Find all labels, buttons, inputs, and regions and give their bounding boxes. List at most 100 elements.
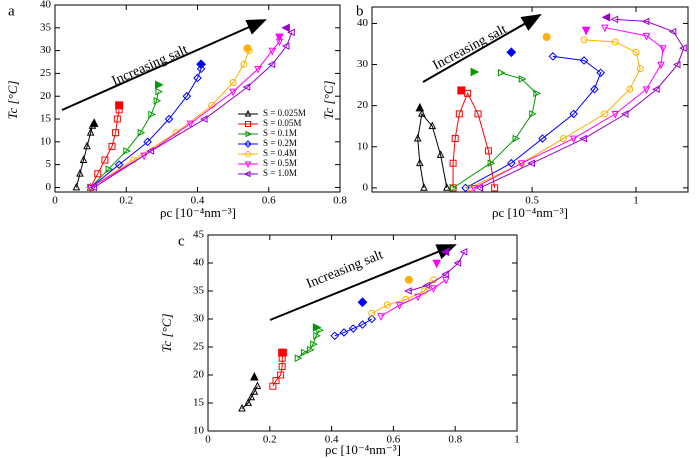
legend-label: S = 0.4M xyxy=(263,148,297,158)
y-axis-label: Tc [°C] xyxy=(159,313,174,352)
data-point xyxy=(422,281,431,290)
data-point xyxy=(517,160,526,168)
y-tick-label: 30 xyxy=(357,58,369,70)
legend-label: S = 0.5M xyxy=(263,158,297,168)
data-point xyxy=(268,47,277,56)
data-point xyxy=(610,15,619,24)
data-point xyxy=(466,184,474,192)
data-point xyxy=(642,86,651,94)
data-point xyxy=(611,38,619,46)
data-point xyxy=(506,158,516,168)
data-point xyxy=(229,88,237,97)
y-tick-label: 30 xyxy=(40,44,52,56)
data-point xyxy=(307,345,315,354)
data-point xyxy=(579,56,589,65)
data-point xyxy=(278,363,286,371)
data-point xyxy=(497,68,506,77)
data-point xyxy=(86,127,95,136)
data-point xyxy=(238,403,246,412)
data-point xyxy=(367,314,377,324)
data-point xyxy=(330,331,339,341)
y-tick-label: 0 xyxy=(363,181,369,193)
series-line xyxy=(452,72,537,189)
legend-marker xyxy=(244,109,252,117)
y-tick-label: 15 xyxy=(193,397,205,409)
legend-label: S = 1.0M xyxy=(263,168,297,178)
data-point xyxy=(487,159,496,168)
annotation-arrow xyxy=(422,14,542,83)
legend-marker xyxy=(245,151,251,157)
data-point xyxy=(475,184,484,192)
x-tick-label: 0.8 xyxy=(333,195,347,207)
data-point xyxy=(108,142,116,150)
legend-marker xyxy=(244,140,252,148)
annotation-arrow xyxy=(269,244,457,321)
y-tick-label: 5 xyxy=(46,158,52,170)
data-point xyxy=(436,150,445,158)
data-point xyxy=(229,79,237,87)
critical-point xyxy=(250,371,259,381)
data-point xyxy=(418,109,426,117)
y-tick-label: 25 xyxy=(40,67,52,79)
data-point xyxy=(579,134,587,143)
data-point xyxy=(76,169,84,177)
data-point xyxy=(348,324,358,333)
x-axis-label: ρc [10⁻⁴nm⁻³] xyxy=(325,442,401,457)
critical-point xyxy=(243,44,252,53)
data-point xyxy=(484,147,492,155)
data-point xyxy=(148,110,156,119)
data-point xyxy=(569,135,578,144)
data-point xyxy=(193,73,202,83)
data-point xyxy=(383,301,391,309)
data-point xyxy=(247,392,256,401)
x-tick-label: 0.4 xyxy=(325,434,339,446)
data-point xyxy=(441,270,449,279)
data-point xyxy=(420,183,428,191)
series-line xyxy=(93,32,293,188)
legend-label: S = 0.05M xyxy=(263,118,301,128)
series-line xyxy=(90,109,120,188)
data-point xyxy=(240,60,248,68)
legend-label: S = 0.2M xyxy=(263,138,297,148)
x-axis-label: ρc [10⁻⁴nm⁻³] xyxy=(160,205,236,220)
data-point xyxy=(113,115,121,123)
critical-point xyxy=(581,26,591,36)
legend-label: S = 0.025M xyxy=(263,108,306,118)
data-point xyxy=(548,52,558,61)
legend-marker xyxy=(244,161,252,169)
data-point xyxy=(94,170,102,178)
critical-point xyxy=(196,59,206,70)
y-tick-label: 25 xyxy=(193,341,205,353)
y-tick-label: 40 xyxy=(193,257,205,269)
data-point xyxy=(277,371,285,379)
data-point xyxy=(453,259,462,267)
critical-point xyxy=(506,47,517,58)
critical-point xyxy=(278,348,287,357)
data-point xyxy=(626,85,634,93)
data-point xyxy=(590,84,599,94)
data-point xyxy=(254,65,262,74)
y-tick-label: 10 xyxy=(193,425,205,437)
data-point xyxy=(313,331,321,340)
data-point xyxy=(146,147,155,155)
data-point xyxy=(569,109,578,119)
data-point xyxy=(199,115,208,123)
x-tick-label: 0 xyxy=(52,195,58,207)
x-tick-label: 0.6 xyxy=(387,434,401,446)
data-point xyxy=(413,133,422,142)
data-point xyxy=(253,381,262,390)
data-point xyxy=(310,340,318,349)
y-tick-label: 45 xyxy=(193,229,205,241)
data-point xyxy=(395,302,404,310)
critical-point xyxy=(404,275,413,284)
panel-label: b xyxy=(356,3,364,19)
x-tick-label: 1 xyxy=(633,195,639,207)
series-line xyxy=(90,91,159,188)
data-point xyxy=(137,128,146,137)
series-line xyxy=(452,92,496,188)
x-tick-label: 0.6 xyxy=(262,195,276,207)
data-point xyxy=(461,183,470,193)
critical-point xyxy=(457,86,466,95)
data-point xyxy=(620,110,629,118)
